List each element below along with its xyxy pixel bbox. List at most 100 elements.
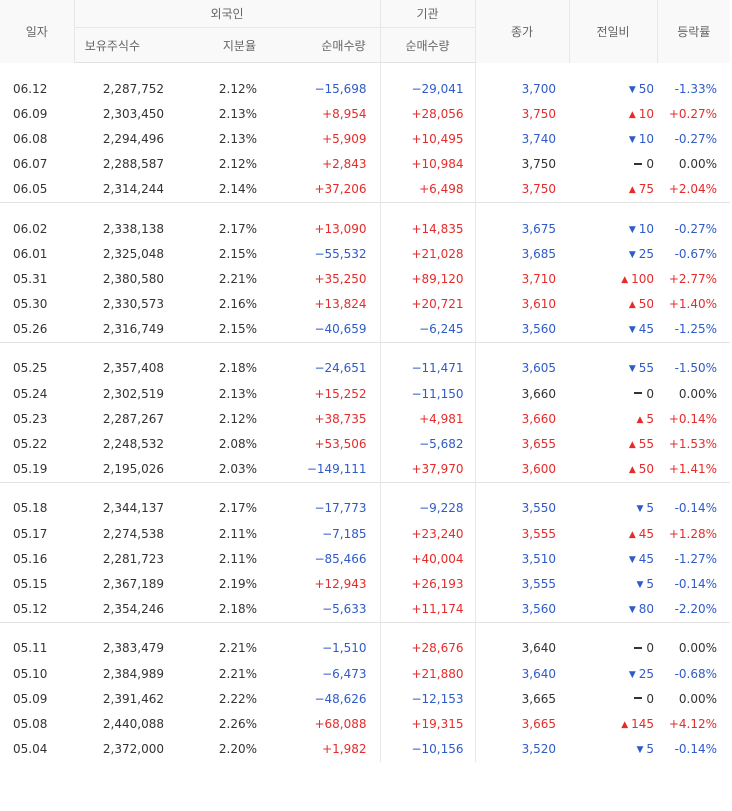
- row-foreign-net: +35,250: [270, 266, 381, 292]
- row-rate: -0.67%: [674, 246, 718, 261]
- row-inst-net: +4,981: [380, 406, 476, 432]
- row-inst-net: +26,193: [380, 571, 476, 597]
- row-foreign-net: −1,510: [270, 635, 381, 661]
- row-close: 3,660: [521, 411, 557, 426]
- row-foreign-net: −149,111: [270, 456, 381, 483]
- down-triangle-icon: ▼: [628, 224, 636, 235]
- row-close: 3,640: [521, 666, 557, 681]
- row-close: 3,655: [521, 437, 557, 452]
- row-foreign-net: +1,982: [270, 736, 381, 762]
- table-row: 05.18 2,344,137 2.17% −17,773 −9,228 3,550 ▼ 5 -…: [0, 495, 730, 521]
- row-date: 06.07: [13, 157, 48, 172]
- up-triangle-icon: ▲: [628, 529, 636, 540]
- row-rate: -0.27%: [674, 221, 718, 236]
- row-change-value: 5: [646, 411, 655, 426]
- row-ratio: 2.21%: [218, 271, 257, 286]
- row-ratio: 2.18%: [218, 361, 257, 376]
- row-close: 3,660: [521, 386, 557, 401]
- row-foreign-net: +13,824: [270, 291, 381, 317]
- table-row: 06.05 2,314,244 2.14% +37,206 +6,498 3,750 ▲ 75…: [0, 176, 730, 203]
- row-rate: +2.77%: [668, 271, 718, 286]
- row-holdings: 2,440,088: [102, 716, 164, 731]
- row-inst-net: −10,156: [380, 736, 476, 762]
- row-rate: 0.00%: [678, 691, 718, 706]
- row-ratio: 2.11%: [218, 526, 257, 541]
- down-triangle-icon: ▼: [628, 669, 636, 680]
- row-change: 0: [569, 152, 657, 177]
- row-close: 3,555: [521, 576, 557, 591]
- change-header: 전일비: [569, 0, 658, 63]
- table-row: 06.12 2,287,752 2.12% −15,698 −29,041 3,700 ▼ 5…: [0, 76, 730, 102]
- row-holdings: 2,294,496: [102, 131, 164, 146]
- row-change-value: 45: [638, 322, 655, 337]
- row-change-value: 0: [646, 691, 655, 706]
- row-inst-net: +28,676: [380, 635, 476, 661]
- row-ratio: 2.12%: [218, 81, 257, 96]
- row-foreign-net: −5,633: [270, 596, 381, 623]
- row-change-value: 5: [646, 576, 655, 591]
- row-holdings: 2,325,048: [102, 246, 164, 261]
- row-date: 06.08: [13, 131, 48, 146]
- row-inst-net: −11,471: [380, 355, 476, 382]
- up-triangle-icon: ▲: [628, 300, 636, 311]
- row-ratio: 2.14%: [218, 182, 257, 197]
- down-triangle-icon: ▼: [628, 554, 636, 565]
- row-change-value: 25: [638, 666, 655, 681]
- row-foreign-net: +68,088: [270, 711, 381, 737]
- row-holdings: 2,288,587: [102, 157, 164, 172]
- row-foreign-net: −17,773: [270, 495, 381, 521]
- row-inst-net: +28,056: [380, 101, 476, 127]
- row-rate: +1.40%: [668, 297, 718, 312]
- row-change-value: 55: [638, 361, 655, 376]
- row-change: ▼ 25: [569, 661, 657, 686]
- table-row: 05.04 2,372,000 2.20% +1,982 −10,156 3,520 ▼ 5 -…: [0, 736, 730, 762]
- row-foreign-net: +8,954: [270, 101, 381, 127]
- row-rate: +0.27%: [668, 106, 718, 121]
- row-change-value: 5: [646, 501, 655, 516]
- row-change-value: 100: [631, 271, 655, 286]
- row-date: 05.25: [13, 361, 48, 376]
- row-holdings: 2,372,000: [102, 742, 164, 757]
- row-date: 05.26: [13, 322, 48, 337]
- table-body: 06.12 2,287,752 2.12% −15,698 −29,041 3,700 ▼ 5…: [0, 62, 731, 762]
- row-foreign-net: +5,909: [270, 126, 381, 152]
- table-row: 05.17 2,274,538 2.11% −7,185 +23,240 3,555 ▲ 45…: [0, 521, 730, 547]
- row-change: ▲ 10: [569, 101, 657, 126]
- row-close: 3,550: [521, 501, 557, 516]
- row-inst-net: +19,315: [380, 711, 476, 737]
- row-change-value: 50: [638, 297, 655, 312]
- down-triangle-icon: ▼: [636, 745, 644, 756]
- group-spacer: [0, 341, 731, 356]
- row-inst-net: −6,245: [380, 316, 476, 343]
- row-inst-net: −9,228: [380, 495, 476, 521]
- inst-net-header: 순매수량: [380, 27, 476, 63]
- row-change-value: 145: [631, 716, 655, 731]
- row-rate: +2.04%: [668, 182, 718, 197]
- row-foreign-net: −15,698: [270, 76, 381, 102]
- up-triangle-icon: ▲: [628, 109, 636, 120]
- row-change: ▼ 5: [569, 496, 657, 521]
- down-triangle-icon: ▼: [628, 364, 636, 375]
- row-close: 3,640: [521, 641, 557, 656]
- table-row: 06.02 2,338,138 2.17% +13,090 +14,835 3,675 ▼ 1…: [0, 215, 730, 242]
- row-holdings: 2,344,137: [102, 501, 164, 516]
- row-date: 05.04: [13, 742, 48, 757]
- dash-icon: [634, 646, 643, 649]
- row-close: 3,560: [521, 322, 557, 337]
- row-holdings: 2,383,479: [102, 641, 164, 656]
- row-inst-net: −12,153: [380, 686, 476, 712]
- row-foreign-net: −40,659: [270, 316, 381, 343]
- row-ratio: 2.13%: [218, 386, 257, 401]
- row-foreign-net: +38,735: [270, 406, 381, 432]
- row-inst-net: +10,495: [380, 126, 476, 152]
- row-date: 05.19: [13, 462, 48, 477]
- row-rate: -0.68%: [674, 666, 718, 681]
- row-holdings: 2,357,408: [102, 361, 164, 376]
- row-close: 3,600: [521, 462, 557, 477]
- row-inst-net: +89,120: [380, 266, 476, 292]
- row-close: 3,675: [521, 221, 557, 236]
- table-row: 05.08 2,440,088 2.26% +68,088 +19,315 3,665 ▲ 1…: [0, 711, 730, 737]
- row-foreign-net: −48,626: [270, 686, 381, 712]
- row-change: ▲ 75: [569, 177, 657, 203]
- up-triangle-icon: ▲: [628, 465, 636, 476]
